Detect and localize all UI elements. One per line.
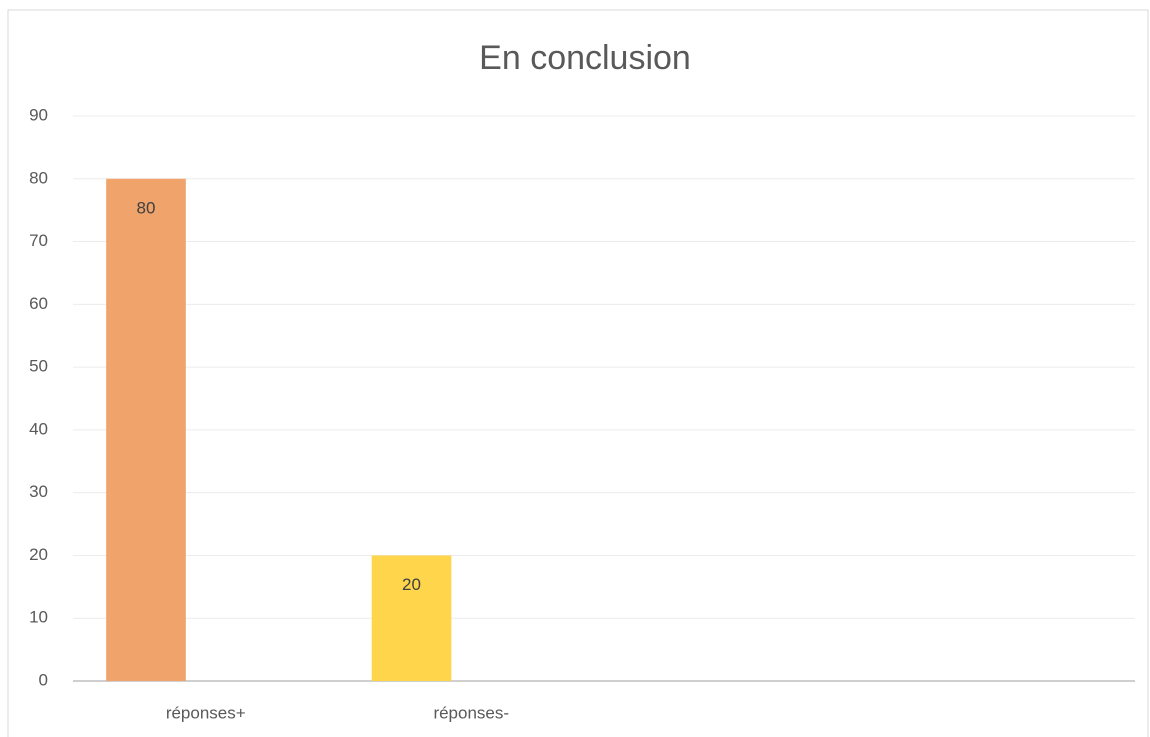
y-tick-label: 80 <box>29 168 48 187</box>
chart-frame <box>7 9 1149 737</box>
y-tick-label: 90 <box>29 105 48 124</box>
bar <box>371 555 452 681</box>
y-tick-label: 40 <box>29 419 48 438</box>
data-label: 80 <box>137 198 156 217</box>
y-tick-label: 60 <box>29 294 48 313</box>
y-tick-label: 10 <box>29 608 48 627</box>
y-tick-label: 0 <box>39 670 48 689</box>
y-tick-label: 70 <box>29 231 48 250</box>
y-tick-label: 20 <box>29 545 48 564</box>
bar <box>106 178 186 681</box>
chart-title: En conclusion <box>479 39 691 77</box>
y-tick-label: 50 <box>29 357 48 376</box>
x-tick-label: réponses- <box>433 703 509 722</box>
y-tick-label: 30 <box>29 482 48 501</box>
data-label: 20 <box>402 575 421 594</box>
x-tick-label: réponses+ <box>166 703 246 722</box>
